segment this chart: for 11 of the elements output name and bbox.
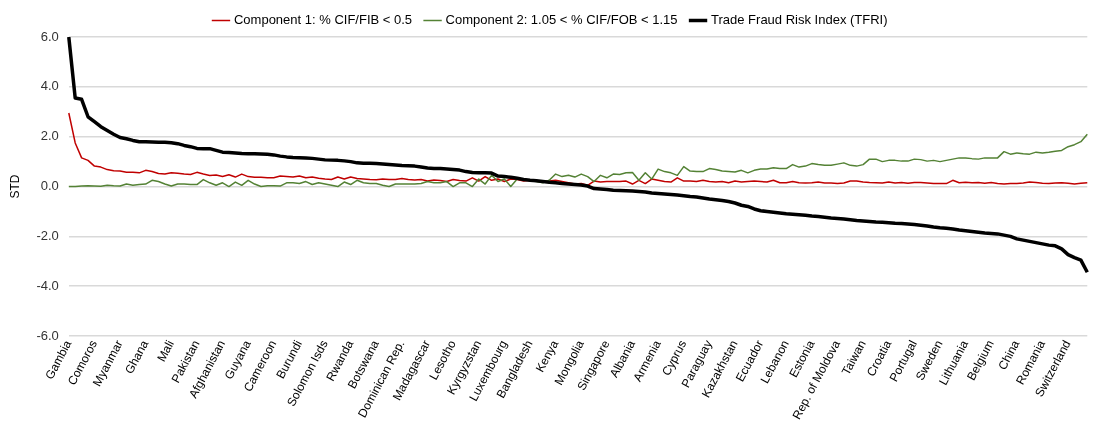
- y-tick-label: -4.0: [36, 277, 59, 293]
- legend-label: Trade Fraud Risk Index (TFRI): [711, 12, 888, 28]
- y-tick-label: -6.0: [36, 327, 59, 343]
- legend-label: Component 2: 1.05 < % CIF/FOB < 1.15: [445, 12, 678, 28]
- y-axis-title: STD: [7, 174, 22, 199]
- y-tick-label: 4.0: [40, 78, 59, 94]
- y-tick-label: 2.0: [40, 128, 59, 144]
- legend-label: Component 1: % CIF/FIB < 0.5: [233, 12, 413, 28]
- y-tick-label: -2.0: [36, 227, 59, 243]
- y-tick-label: 6.0: [40, 28, 59, 44]
- y-tick-label: 0.0: [40, 178, 59, 194]
